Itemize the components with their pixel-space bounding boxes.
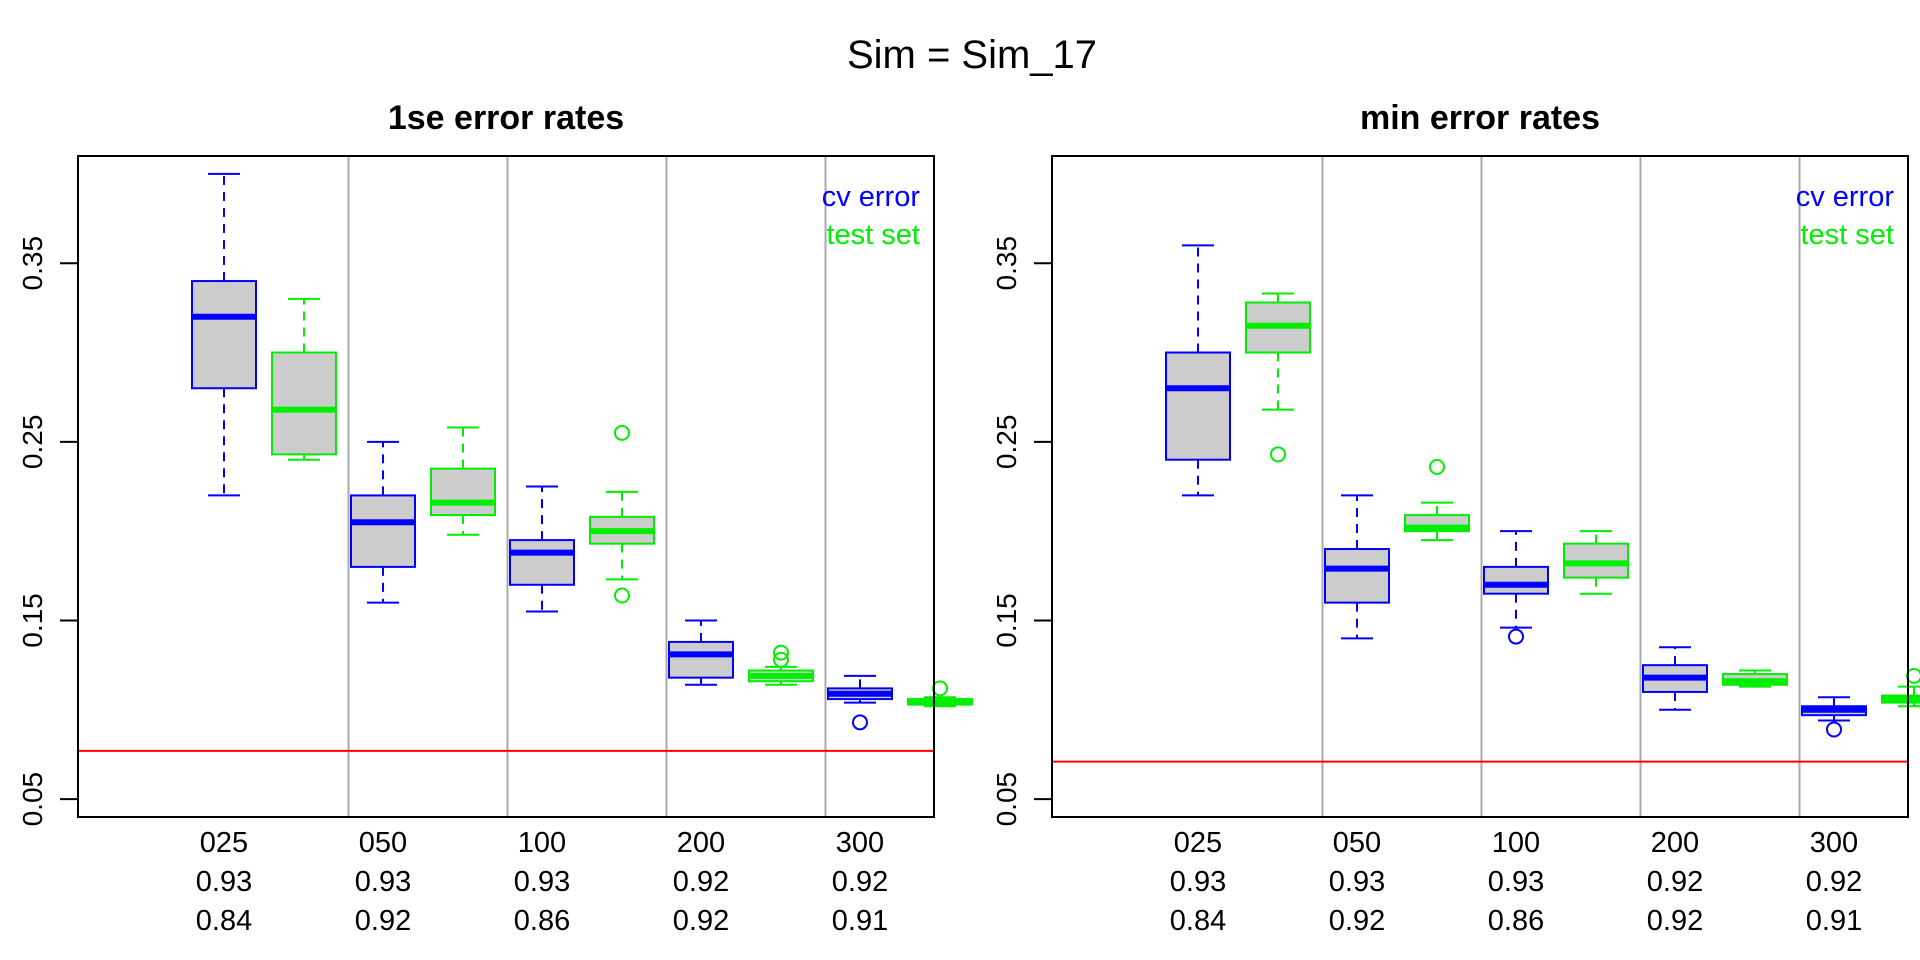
legend-test-set: test set <box>827 219 921 251</box>
y-tick-label: 0.05 <box>17 772 48 827</box>
box-cv-025 <box>191 172 257 497</box>
legend-cv-error: cv error <box>1796 181 1895 213</box>
outlier-point <box>773 651 789 668</box>
x-row3-label: 0.84 <box>196 905 252 937</box>
x-tick-label: 200 <box>1651 827 1699 859</box>
x-row3-label: 0.92 <box>1329 905 1385 937</box>
box-iqr <box>1324 548 1390 604</box>
box-iqr <box>1483 565 1549 595</box>
y-tick-label: 0.35 <box>991 236 1022 291</box>
box-cv-025 <box>1165 244 1231 497</box>
box-cv-300 <box>827 674 893 731</box>
outlier-point <box>1508 628 1524 645</box>
chart-panel-2: min error rates 0.05 0.15 0.25 0.35 025 0.93 0.… <box>991 99 1920 937</box>
x-tick-label: 050 <box>1333 827 1381 859</box>
x-row2-label: 0.93 <box>1488 866 1544 898</box>
outlier-point <box>1826 721 1842 738</box>
box-cv-300 <box>1801 696 1867 738</box>
plot-frame <box>1051 155 1909 818</box>
outlier-point <box>614 587 630 604</box>
x-row2-label: 0.92 <box>673 866 729 898</box>
x-row2-label: 0.93 <box>355 866 411 898</box>
x-tick-label: 025 <box>200 827 248 859</box>
box-cv-200 <box>1642 646 1708 711</box>
y-tick-label: 0.15 <box>17 593 48 648</box>
panel-title: min error rates <box>1360 99 1600 137</box>
box-test-200 <box>748 644 814 686</box>
x-row2-label: 0.92 <box>1806 866 1862 898</box>
x-row2-label: 0.93 <box>1329 866 1385 898</box>
x-row2-label: 0.92 <box>1647 866 1703 898</box>
box-test-100 <box>1563 530 1629 595</box>
legend-cv-error: cv error <box>822 181 921 213</box>
outlier-point <box>773 644 789 661</box>
y-tick-label: 0.15 <box>991 593 1022 648</box>
plot-frame <box>77 155 935 818</box>
box-test-100 <box>589 424 655 604</box>
x-row3-label: 0.86 <box>1488 905 1544 937</box>
box-test-050 <box>1404 458 1470 542</box>
x-row3-label: 0.91 <box>832 905 888 937</box>
outlier-point <box>852 714 868 731</box>
box-test-300 <box>1881 667 1920 708</box>
box-cv-050 <box>350 440 416 604</box>
box-iqr <box>350 494 416 568</box>
y-tick-label: 0.25 <box>991 415 1022 470</box>
x-tick-label: 300 <box>1810 827 1858 859</box>
x-row2-label: 0.93 <box>196 866 252 898</box>
box-iqr <box>1165 351 1231 461</box>
box-test-300 <box>907 680 973 708</box>
box-iqr <box>191 280 257 390</box>
y-tick-label: 0.35 <box>17 236 48 291</box>
x-row3-label: 0.86 <box>514 905 570 937</box>
x-tick-label: 100 <box>518 827 566 859</box>
x-tick-label: 025 <box>1174 827 1222 859</box>
x-row3-label: 0.92 <box>1647 905 1703 937</box>
box-cv-200 <box>668 619 734 686</box>
outlier-point <box>932 680 948 697</box>
outlier-point <box>1429 458 1445 475</box>
box-iqr <box>430 467 496 517</box>
box-test-200 <box>1722 669 1788 688</box>
x-row3-label: 0.92 <box>355 905 411 937</box>
box-test-050 <box>430 426 496 536</box>
box-iqr <box>509 539 575 586</box>
x-tick-label: 300 <box>836 827 884 859</box>
legend-test-set: test set <box>1801 219 1895 251</box>
x-row2-label: 0.93 <box>1170 866 1226 898</box>
panel-title: 1se error rates <box>388 99 624 137</box>
box-test-025 <box>271 297 337 461</box>
box-iqr <box>271 351 337 456</box>
y-tick-label: 0.25 <box>17 415 48 470</box>
x-tick-label: 200 <box>677 827 725 859</box>
box-iqr <box>668 640 734 679</box>
x-tick-label: 050 <box>359 827 407 859</box>
box-test-025 <box>1245 292 1311 463</box>
outlier-point <box>614 424 630 441</box>
panels: 1se error rates 0.05 0.15 0.25 0.35 025 0.93 0.… <box>17 99 1920 937</box>
box-cv-050 <box>1324 494 1390 640</box>
x-row3-label: 0.91 <box>1806 905 1862 937</box>
y-tick-label: 0.05 <box>991 772 1022 827</box>
x-row2-label: 0.93 <box>514 866 570 898</box>
outlier-point <box>1270 446 1286 463</box>
box-cv-100 <box>509 485 575 613</box>
box-cv-100 <box>1483 530 1549 645</box>
x-row2-label: 0.92 <box>832 866 888 898</box>
x-tick-label: 100 <box>1492 827 1540 859</box>
x-row3-label: 0.92 <box>673 905 729 937</box>
chart-panel-1: 1se error rates 0.05 0.15 0.25 0.35 025 0.93 0.… <box>17 99 973 937</box>
x-row3-label: 0.84 <box>1170 905 1226 937</box>
figure-suptitle: Sim = Sim_17 <box>847 33 1097 77</box>
